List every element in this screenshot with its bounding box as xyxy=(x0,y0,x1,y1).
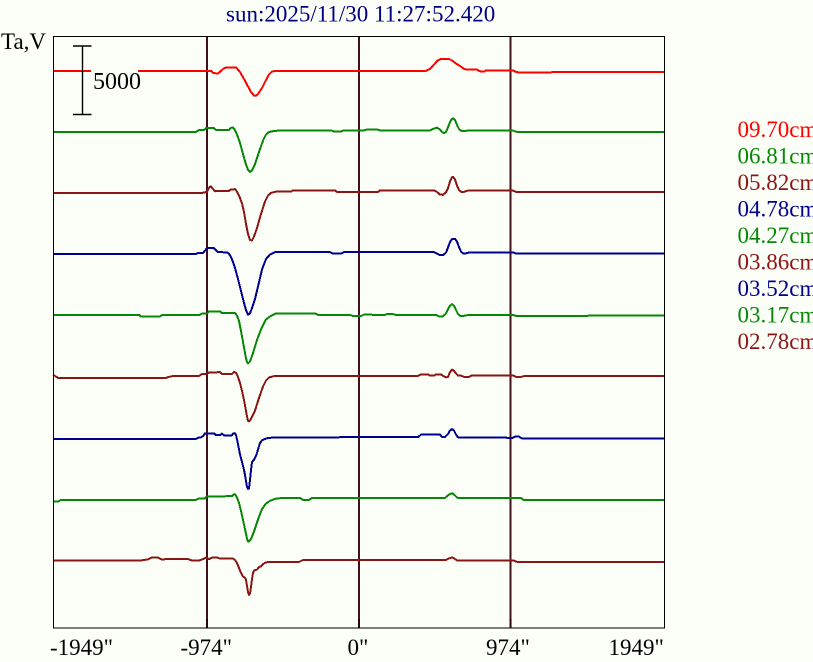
svg-text:04.78cm: 04.78cm xyxy=(738,197,813,222)
svg-text:09.70cm: 09.70cm xyxy=(738,117,813,142)
svg-text:-1949": -1949" xyxy=(50,635,113,660)
svg-text:03.52cm: 03.52cm xyxy=(738,276,813,301)
svg-text:974": 974" xyxy=(486,635,530,660)
svg-text:06.81cm: 06.81cm xyxy=(738,144,813,169)
svg-text:05.82cm: 05.82cm xyxy=(738,170,813,195)
svg-text:04.27cm: 04.27cm xyxy=(738,223,813,248)
svg-text:03.17cm: 03.17cm xyxy=(738,303,813,328)
svg-text:Ta,V: Ta,V xyxy=(1,29,46,54)
svg-text:1949": 1949" xyxy=(609,635,664,660)
svg-text:-974": -974" xyxy=(181,635,233,660)
svg-text:02.78cm: 02.78cm xyxy=(738,329,813,354)
svg-text:5000: 5000 xyxy=(93,69,141,95)
svg-text:sun:2025/11/30 11:27:52.420: sun:2025/11/30 11:27:52.420 xyxy=(226,2,495,27)
svg-text:0": 0" xyxy=(348,635,369,660)
svg-text:03.86cm: 03.86cm xyxy=(738,250,813,275)
